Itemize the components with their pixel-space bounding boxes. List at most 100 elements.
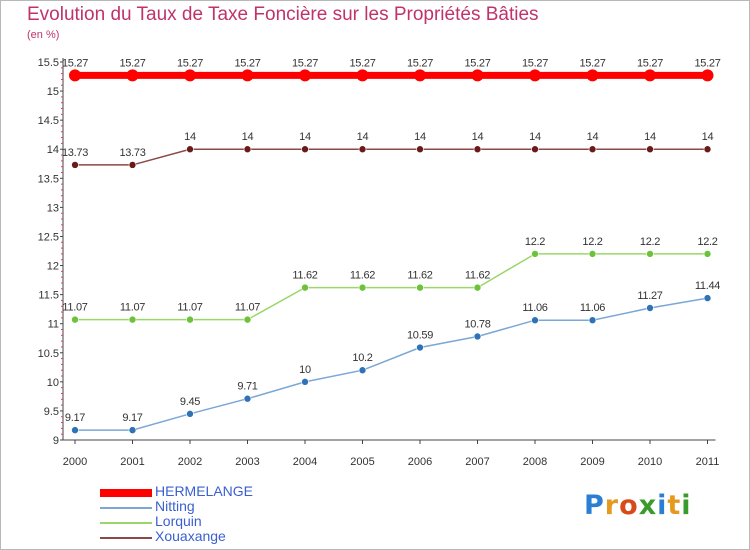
data-label: 14 [414,131,426,143]
data-point [531,316,539,325]
data-point [531,250,539,258]
data-point [588,316,597,325]
data-label: 13.73 [62,147,88,159]
data-label: 11.06 [580,302,605,314]
logo-letter: x [638,490,658,521]
data-point [473,283,482,292]
data-label: 15.27 [637,57,663,69]
data-point [71,161,79,169]
data-point [703,145,712,154]
data-label: 11.62 [292,270,317,282]
logo-letter: i [681,490,692,521]
y-tick-label: 13 [47,202,59,214]
data-label: 11.06 [522,302,547,314]
data-point [644,69,656,82]
data-label: 11.62 [465,270,490,282]
data-point [414,69,426,82]
data-label: 14 [184,131,196,143]
series-nitting: 9.17 9.17 9.45 9.71 10 10.2 10.59 10.78 11.06 11.… [65,280,721,434]
legend-swatch [100,489,152,497]
data-point [299,69,311,82]
data-label: 11.44 [695,280,720,292]
data-label: 15.27 [177,57,203,69]
series-line [75,148,708,166]
data-point [416,145,424,154]
y-tick-label: 10 [47,377,59,389]
data-point [703,294,712,302]
data-point [646,145,654,154]
y-tick-label: 10.5 [38,348,59,360]
x-tick-label: 2008 [523,456,547,468]
x-tick-label: 2010 [638,456,662,468]
logo-letter: o [619,490,639,521]
data-point [301,145,309,154]
data-point [243,145,252,154]
series-line [75,297,708,431]
data-label: 15.27 [234,57,260,69]
y-tick-label: 14.5 [38,115,59,127]
data-point [71,426,79,434]
y-tick-label: 9.5 [44,406,59,418]
data-label: 9.17 [65,412,85,424]
data-point [186,410,194,418]
data-point [471,69,484,82]
data-label: 15.27 [522,57,548,69]
unit-label: (en %) [27,29,60,41]
series-line [75,253,708,321]
logo-letter: t [667,490,682,521]
data-point [186,315,194,324]
data-point [186,145,194,154]
y-tick-label: 15 [47,86,59,98]
y-tick-label: 14 [47,144,59,156]
y-tick-label: 9 [53,435,59,447]
data-point [473,145,482,154]
data-label: 11.07 [62,302,87,314]
y-tick-label: 15.5 [38,57,59,69]
y-tick-label: 13.5 [38,173,59,185]
y-tick-label: 11.5 [38,290,59,302]
data-point [243,394,252,403]
legend-label: Xouaxange [155,528,226,544]
data-label: 15.27 [119,57,145,69]
data-label: 12.2 [697,236,717,248]
chart-title: Evolution du Taux de Taxe Foncière sur l… [27,4,539,25]
data-label: 14 [357,131,369,143]
data-label: 10.59 [407,330,433,342]
x-tick-label: 2005 [350,456,374,468]
series-xouaxange: 13.73 13.73 14 14 14 14 14 14 14 14 14 14 [62,131,714,169]
data-label: 15.27 [349,57,375,69]
data-point [128,426,137,434]
data-point [473,332,482,341]
data-label: 15.27 [292,57,318,69]
data-label: 14 [702,131,714,143]
data-label: 14 [472,131,484,143]
logo-letter: r [604,490,620,521]
data-point [71,315,79,324]
logo-letter: P [584,490,605,521]
legend-swatch [100,522,152,524]
data-point [588,145,597,154]
x-tick-label: 2000 [63,456,87,468]
x-tick-label: 2011 [696,456,720,468]
data-label: 13.73 [119,147,145,159]
data-label: 12.2 [525,236,545,248]
data-label: 14 [529,131,541,143]
y-tick-label: 12 [47,261,59,273]
data-point [69,69,81,82]
data-point [588,250,597,258]
x-tick-label: 2001 [120,456,144,468]
data-label: 11.07 [235,302,260,314]
data-point [531,145,539,154]
data-label: 9.17 [122,412,142,424]
legend-label: Nitting [155,498,195,514]
data-label: 10.78 [464,318,490,330]
x-tick-label: 2003 [235,456,259,468]
data-point [128,315,137,324]
data-label: 10.2 [352,352,372,364]
data-label: 12.2 [640,236,660,248]
data-point [646,304,654,312]
data-point [358,366,367,375]
data-point [358,145,367,154]
data-point [529,69,541,82]
